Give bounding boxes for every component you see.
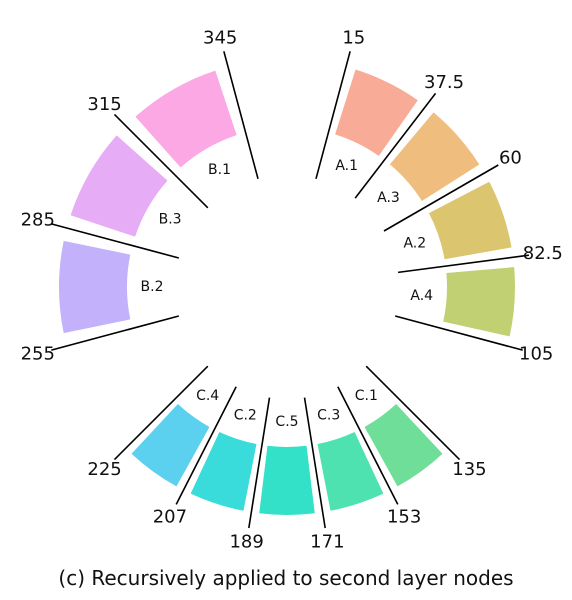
boundary-line xyxy=(51,315,180,351)
boundary-line xyxy=(394,315,523,351)
segment-c-1 xyxy=(364,404,443,487)
boundary-angle-label: 153 xyxy=(387,506,421,527)
boundary-angle-label: 345 xyxy=(203,27,237,48)
segment-c-3 xyxy=(317,432,384,511)
boundary-line xyxy=(337,386,399,505)
segment-b-2 xyxy=(59,240,131,334)
boundary-angle-label: 189 xyxy=(229,531,263,552)
segment-c-5 xyxy=(259,445,315,515)
segment-label: C.1 xyxy=(355,388,378,404)
segment-b-3 xyxy=(70,135,168,237)
segment-a-3 xyxy=(389,112,480,202)
boundary-line xyxy=(365,365,461,461)
boundary-line xyxy=(51,223,180,259)
segment-label: C.3 xyxy=(317,407,340,423)
boundary-line xyxy=(175,386,237,505)
boundary-line xyxy=(315,51,351,180)
radial-segment-diagram: A.1 A.3 A.2 A.4 C.1 C.3 C.5 C.2 C.4 B.2 B.3 B.1 345 1… xyxy=(21,27,563,552)
figure-caption: (c) Recursively applied to second layer … xyxy=(58,566,514,590)
boundary-line xyxy=(383,164,499,232)
boundary-line xyxy=(113,365,209,461)
segment-label: B.1 xyxy=(208,162,231,178)
boundary-angle-label: 207 xyxy=(153,506,187,527)
boundary-lines xyxy=(51,51,530,529)
boundary-angle-label: 105 xyxy=(519,343,553,364)
segment-b-1 xyxy=(135,70,237,168)
boundary-line xyxy=(397,254,530,274)
boundary-line xyxy=(248,397,271,529)
segment-label: B.3 xyxy=(159,212,182,228)
boundary-line xyxy=(113,113,209,209)
boundary-angle-label: 255 xyxy=(21,343,55,364)
segment-label: C.4 xyxy=(196,388,219,404)
boundary-angle-label: 135 xyxy=(452,459,486,480)
boundary-angle-label: 225 xyxy=(87,459,121,480)
boundary-angle-label: 60 xyxy=(499,148,522,169)
segment-a-2 xyxy=(428,181,512,260)
segment-c-2 xyxy=(190,432,257,511)
label-group: A.1 A.3 A.2 A.4 C.1 C.3 C.5 C.2 C.4 B.2 B.3 B.1 345 1… xyxy=(21,27,563,552)
segment-c-4 xyxy=(131,404,210,487)
boundary-angle-label: 82.5 xyxy=(523,243,563,264)
segment-label: A.1 xyxy=(335,158,358,174)
boundary-angle-label: 285 xyxy=(21,210,55,231)
boundary-angle-label: 171 xyxy=(310,531,344,552)
segment-label: A.2 xyxy=(403,236,426,252)
boundary-angle-label: 15 xyxy=(342,27,365,48)
boundary-angle-label: 37.5 xyxy=(424,72,464,93)
boundary-line xyxy=(223,51,259,180)
wedge-group xyxy=(59,69,515,515)
boundary-line xyxy=(354,92,437,199)
segment-label: C.2 xyxy=(234,407,257,423)
boundary-angle-label: 315 xyxy=(87,94,121,115)
segment-label: C.5 xyxy=(275,414,298,430)
segment-label: A.4 xyxy=(410,288,433,304)
segment-a-4 xyxy=(443,267,515,337)
boundary-line xyxy=(303,397,326,529)
segment-label: B.2 xyxy=(141,279,164,295)
segment-a-1 xyxy=(335,69,418,156)
segment-label: A.3 xyxy=(377,190,400,206)
